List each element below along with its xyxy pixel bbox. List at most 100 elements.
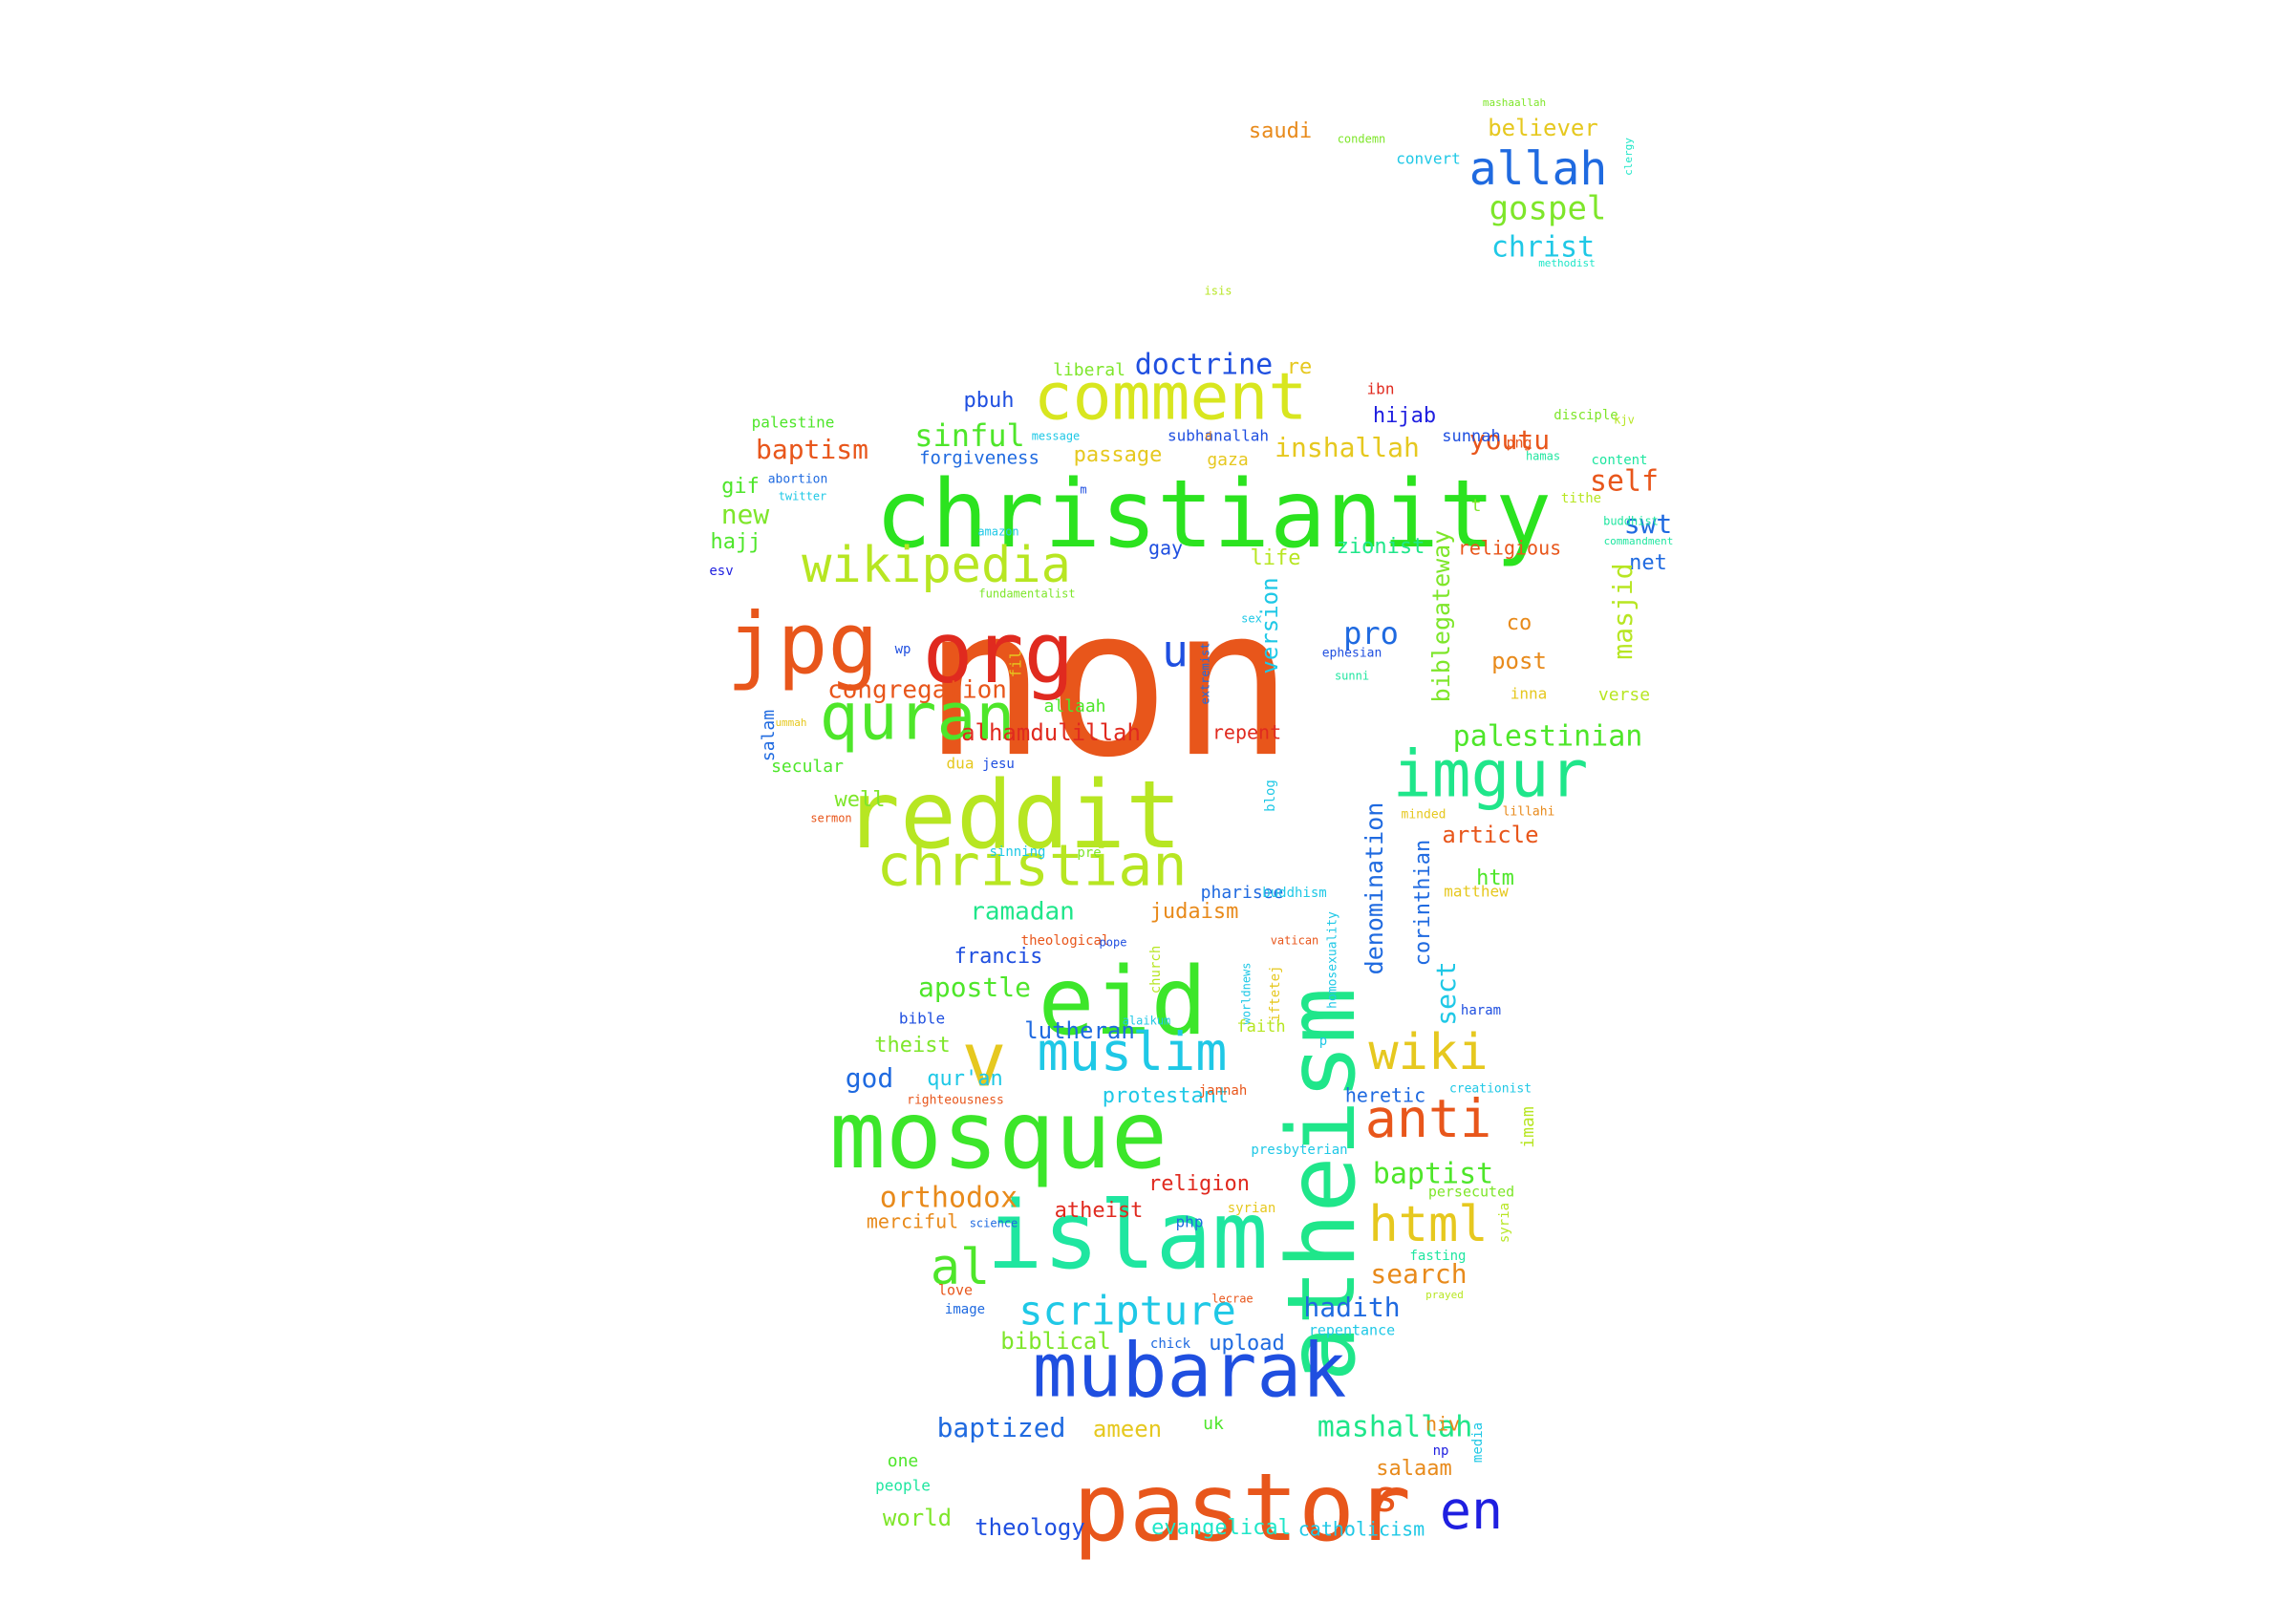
cloud-word: zionist [1337, 535, 1425, 559]
cloud-word: html [1368, 1196, 1488, 1253]
cloud-word: wiki [1368, 1024, 1488, 1081]
cloud-word: presbyterian [1251, 1143, 1347, 1158]
cloud-word: doctrine [1135, 349, 1274, 382]
cloud-word: quran [820, 680, 1016, 756]
cloud-word: atheism [1268, 987, 1377, 1381]
cloud-word: well [835, 788, 886, 812]
cloud-word: image [945, 1302, 985, 1317]
cloud-word: gay [1148, 537, 1183, 560]
cloud-word: htm [1476, 866, 1514, 890]
cloud-word: fil [1007, 651, 1025, 678]
cloud-word: saudi [1249, 119, 1312, 143]
cloud-word: pharisee [1201, 883, 1284, 903]
cloud-word: palestinian [1453, 720, 1643, 754]
cloud-word: al [931, 1239, 991, 1296]
cloud-word: subhanallah [1168, 427, 1269, 445]
cloud-word: twitter [779, 490, 827, 503]
cloud-word: atheist [1055, 1199, 1144, 1223]
cloud-word: liberal [1053, 360, 1125, 380]
cloud-word: mashaallah [1483, 96, 1546, 109]
cloud-word: haram [1461, 1003, 1501, 1018]
cloud-word: church [1148, 946, 1164, 994]
cloud-word: allaah [1043, 696, 1105, 716]
cloud-word: francis [954, 945, 1043, 969]
cloud-word: d [1205, 430, 1211, 443]
cloud-word: co [1507, 611, 1532, 635]
cloud-word: reddit [844, 761, 1182, 870]
cloud-word: net [1629, 551, 1667, 575]
cloud-word: salam [759, 710, 779, 761]
cloud-word: god [846, 1062, 894, 1094]
cloud-word: people [875, 1477, 931, 1495]
cloud-word: passage [1074, 443, 1163, 467]
cloud-word: pre [1077, 845, 1101, 861]
cloud-word: sinful [914, 417, 1025, 454]
cloud-word: post [1491, 648, 1547, 674]
cloud-word: christian [876, 833, 1187, 900]
cloud-word: apostle [918, 972, 1031, 1003]
cloud-word: faith [1236, 1017, 1285, 1036]
cloud-word: hadith [1303, 1292, 1400, 1323]
cloud-word: re [1287, 355, 1313, 379]
cloud-word: commandment [1604, 535, 1674, 547]
cloud-word: sermon [810, 812, 851, 825]
cloud-word: condemn [1338, 133, 1386, 146]
cloud-word: scripture [1018, 1288, 1236, 1335]
cloud-word: allah [1469, 142, 1608, 196]
cloud-word: anti [1365, 1088, 1491, 1149]
cloud-word: clergy [1622, 138, 1635, 176]
cloud-word: secular [771, 757, 844, 777]
cloud-word: theist [874, 1034, 950, 1058]
cloud-word: masjid [1607, 563, 1639, 659]
cloud-word: christ [1491, 231, 1595, 265]
cloud-word: muslim [1038, 1021, 1228, 1082]
cloud-word: isis [1205, 285, 1232, 298]
cloud-word: salaam [1376, 1457, 1451, 1481]
cloud-word: swt [1624, 508, 1673, 540]
cloud-word: media [1470, 1422, 1486, 1463]
cloud-word: fundamentalist [978, 588, 1075, 601]
cloud-word: buddhism [1262, 886, 1326, 901]
cloud-word: upload [1209, 1332, 1284, 1356]
cloud-word: comment [1034, 360, 1308, 436]
cloud-word: lecrae [1211, 1293, 1253, 1306]
cloud-word: theology [975, 1514, 1085, 1541]
cloud-word: pope [1100, 936, 1127, 950]
cloud-word: extremist [1199, 642, 1212, 704]
cloud-word: sex [1241, 612, 1262, 626]
cloud-word: eid [1038, 948, 1207, 1057]
cloud-word: religious [1458, 537, 1561, 560]
cloud-word: article [1442, 822, 1538, 848]
cloud-word: u [1162, 626, 1189, 677]
cloud-word: science [970, 1217, 1018, 1230]
cloud-word: sunnah [1442, 427, 1500, 446]
cloud-word: wp [895, 642, 911, 657]
cloud-word: ibn [1367, 380, 1395, 398]
cloud-word: esv [709, 564, 733, 579]
cloud-word: sect [1430, 961, 1462, 1025]
cloud-word: dua [947, 755, 975, 773]
cloud-word: gospel [1489, 190, 1607, 228]
cloud-word: ephesian [1322, 647, 1382, 661]
cloud-word: blog [1263, 780, 1278, 812]
cloud-word: lillahi [1503, 805, 1555, 820]
cloud-word: evangelical [1151, 1516, 1291, 1540]
cloud-word: life [1251, 546, 1301, 570]
cloud-word: disciple [1554, 408, 1618, 423]
cloud-word: qur'an [927, 1067, 1002, 1091]
cloud-word: abortion [768, 473, 828, 487]
cloud-word: mosque [829, 1081, 1168, 1190]
cloud-word: congregation [827, 676, 1007, 705]
cloud-word: convert [1396, 150, 1460, 168]
cloud-word: sunni [1335, 670, 1369, 683]
cloud-word: denomination [1361, 802, 1388, 975]
cloud-word: heretic [1345, 1084, 1425, 1107]
cloud-word: tithe [1561, 491, 1601, 506]
cloud-word: search [1370, 1258, 1467, 1290]
cloud-word: lutheran [1024, 1017, 1135, 1044]
cloud-word: vatican [1271, 934, 1319, 948]
cloud-word: php [1176, 1213, 1204, 1231]
cloud-word: merciful [867, 1210, 958, 1233]
cloud-word: palestine [752, 414, 835, 432]
cloud-word: baptist [1373, 1158, 1493, 1191]
